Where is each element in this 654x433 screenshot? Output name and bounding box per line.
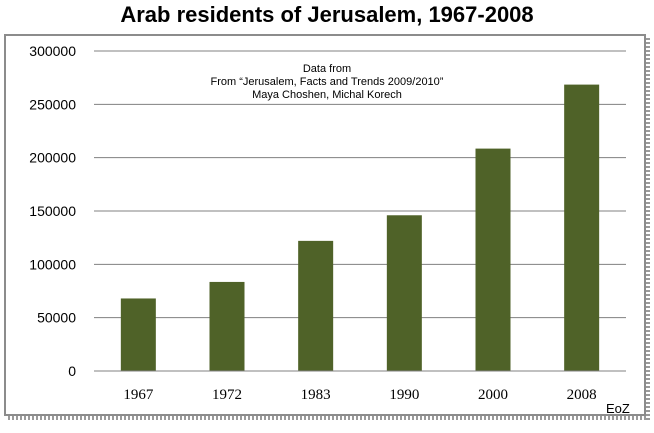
annotation-line-3: Maya Choshen, Michal Korech: [252, 89, 402, 101]
y-tick-label: 100000: [29, 256, 76, 272]
bars: [120, 84, 600, 371]
bar: [386, 215, 422, 371]
y-tick-label: 200000: [29, 150, 76, 166]
gridlines: [94, 50, 626, 319]
bar: [120, 298, 156, 371]
x-tick-label: 1983: [301, 387, 331, 403]
frame-shadow-right: [646, 38, 650, 420]
x-tick-label: 2008: [567, 387, 597, 403]
annotation-line-2: From “Jerusalem, Facts and Trends 2009/2…: [211, 76, 444, 88]
x-tick-label: 1967: [123, 387, 154, 403]
x-tick-labels: 1967 1972 1983 1990 2000 2008: [123, 387, 596, 403]
chart-title: Arab residents of Jerusalem, 1967-2008: [120, 2, 534, 27]
y-tick-label: 250000: [29, 96, 76, 112]
credit-label: EoZ: [606, 401, 630, 416]
y-tick-label: 0: [68, 363, 76, 379]
frame-shadow-bottom: [8, 416, 650, 420]
x-tick-label: 1990: [389, 387, 419, 403]
x-tick-label: 1972: [212, 387, 242, 403]
y-tick-label: 50000: [37, 310, 76, 326]
bar: [475, 148, 511, 371]
annotation-line-1: Data from: [303, 63, 351, 75]
y-tick-label: 300000: [29, 43, 76, 59]
source-annotation: Data from From “Jerusalem, Facts and Tre…: [211, 63, 444, 101]
x-tick-label: 2000: [478, 387, 508, 403]
y-tick-labels: 0 50000 100000 150000 200000 250000 300000: [29, 43, 76, 379]
y-tick-label: 150000: [29, 203, 76, 219]
bar: [564, 84, 600, 371]
bar: [298, 240, 334, 371]
bar: [209, 281, 245, 371]
